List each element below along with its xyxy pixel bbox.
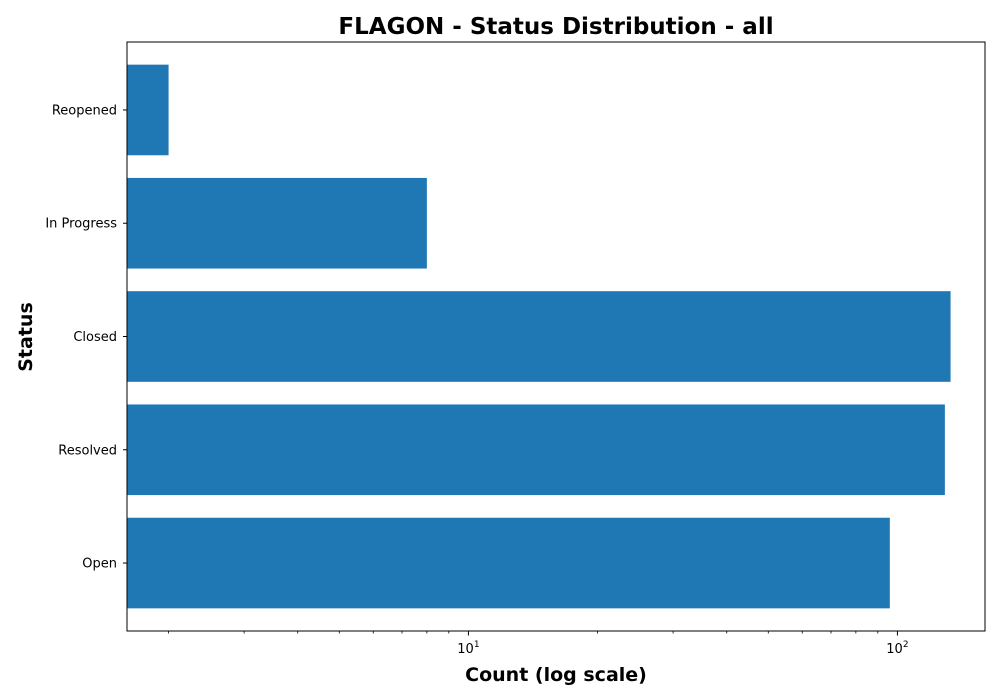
y-tick-label-in-progress: In Progress (45, 217, 117, 232)
y-tick-label-resolved: Resolved (58, 443, 117, 458)
y-axis-label: Status (15, 302, 37, 372)
bar-group (127, 64, 951, 609)
bar-reopened (127, 64, 169, 156)
x-tick-label: 102 (886, 640, 908, 657)
y-tick-label-open: Open (82, 557, 117, 572)
y-tick-label-reopened: Reopened (52, 103, 117, 118)
bar-in-progress (127, 177, 427, 269)
plot-frame (126, 41, 986, 632)
x-axis-label: Count (log scale) (465, 664, 647, 686)
y-tick-label-closed: Closed (73, 330, 117, 345)
x-axis-ticks: 101 102 (168, 631, 909, 657)
bar-open (127, 517, 890, 609)
x-tick-label: 101 (457, 640, 479, 657)
bar-closed (127, 291, 951, 382)
chart-title: FLAGON - Status Distribution - all (338, 14, 773, 40)
bar-resolved (127, 404, 945, 496)
y-axis-ticks: Open Resolved Closed In Progress Reopened (45, 103, 127, 572)
